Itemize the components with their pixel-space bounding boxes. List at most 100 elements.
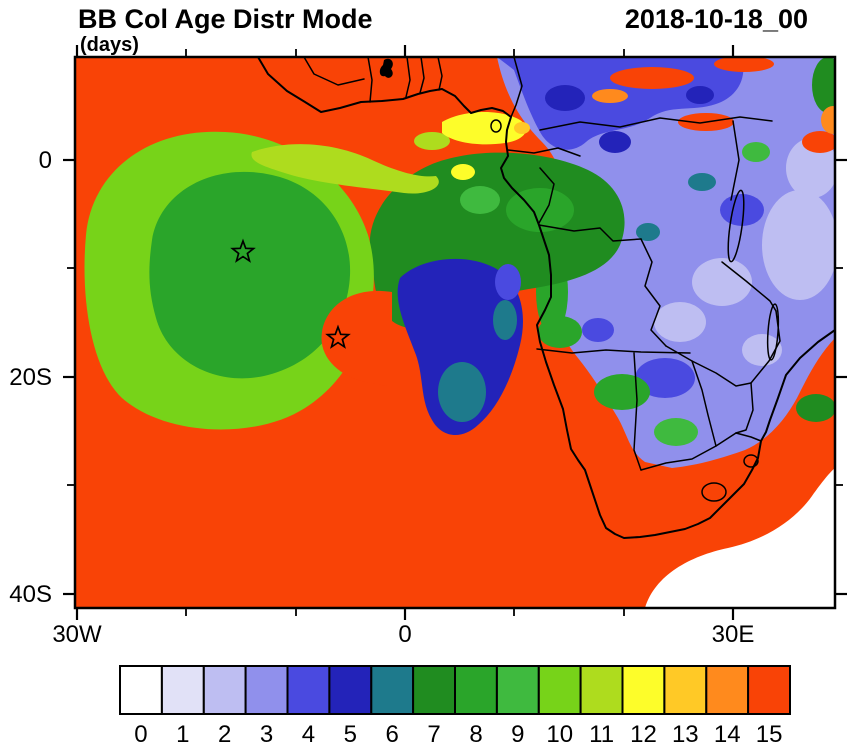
region-atlantic-crescent-core <box>149 171 351 379</box>
region-navy-patch <box>545 85 585 111</box>
region-lavender-patch <box>762 190 835 300</box>
colorbar-cell-3 <box>244 665 289 715</box>
region-orange-streak <box>592 89 628 103</box>
units-label: (days) <box>80 34 139 56</box>
colorbar-cell-14 <box>705 665 750 715</box>
region-blue-patch <box>582 318 614 342</box>
colorbar-label-11: 11 <box>589 721 614 748</box>
colorbar-label-9: 9 <box>511 721 524 748</box>
region-orange-streak <box>821 106 835 134</box>
region-chartreuse-streak <box>251 144 439 194</box>
colorbar-cell-5 <box>328 665 373 715</box>
region-gold-sliver <box>514 122 530 134</box>
colorbar-label-10: 10 <box>546 721 573 748</box>
country-border <box>665 345 752 387</box>
region-lavender-patch <box>692 258 752 306</box>
region-orange-streak <box>802 131 835 153</box>
colorbar-cell-1 <box>160 665 205 715</box>
region-green-patch <box>742 142 770 162</box>
country-border <box>640 432 737 471</box>
country-border <box>437 57 443 91</box>
colorbar-label-0: 0 <box>134 721 147 748</box>
lake-volta <box>379 58 393 78</box>
region-teal-patch <box>688 173 716 191</box>
star-marker-1 <box>230 238 256 263</box>
x-tick-label-30w: 30W <box>52 621 102 648</box>
country-border <box>538 167 555 224</box>
region-orange-streak <box>714 57 774 72</box>
country-border <box>536 348 691 354</box>
colorbar-label-12: 12 <box>630 721 657 748</box>
colorbar-cell-8 <box>454 665 498 715</box>
lake-tanganyika-outline <box>727 189 745 263</box>
x-tick-label-0: 0 <box>398 621 411 648</box>
axis-ticks <box>63 45 847 620</box>
region-green-patch <box>594 374 650 410</box>
timestamp-label: 2018-10-18_00 <box>625 4 808 34</box>
region-navy-patch <box>599 131 631 153</box>
colorbar-cell-4 <box>286 665 331 715</box>
colorbar-cell-0 <box>119 665 163 715</box>
x-tick-label-30e: 30E <box>712 621 755 648</box>
map-markers <box>230 238 351 349</box>
colorbar-label-2: 2 <box>218 721 231 748</box>
region-offshore-navy-blob <box>397 258 523 436</box>
lake-malawi-outline <box>766 303 780 361</box>
colorbar-cell-9 <box>495 665 540 715</box>
country-border <box>367 57 373 103</box>
africa-coastline <box>257 57 835 539</box>
region-teal-fringe <box>493 300 517 340</box>
country-border <box>730 120 740 201</box>
country-border <box>735 382 754 434</box>
colorbar-cell-6 <box>370 665 415 715</box>
star-marker-2 <box>325 324 351 349</box>
region-yellow-patch <box>451 164 475 180</box>
region-orange-tongue <box>321 290 392 386</box>
y-tick-label-0: 0 <box>39 147 52 174</box>
colorbar-cell-10 <box>537 665 582 715</box>
region-nodata-white <box>645 468 835 608</box>
colorbar-label-13: 13 <box>672 721 699 748</box>
axis-labels: 0 20S 40S 30W 0 30E <box>9 147 754 648</box>
bioko-island-outline <box>490 119 502 133</box>
region-orange-streak <box>610 67 694 89</box>
colorbar-label-6: 6 <box>386 721 399 748</box>
colorbar-label-7: 7 <box>427 721 440 748</box>
country-border <box>633 352 642 471</box>
colorbar-label-4: 4 <box>302 721 315 748</box>
country-border <box>419 57 425 94</box>
country-border <box>735 432 762 442</box>
region-teal-fringe <box>438 362 486 422</box>
map-regions <box>75 57 835 608</box>
region-green-patch <box>796 394 835 422</box>
colorbar-cell-2 <box>202 665 247 715</box>
colorbar-label-5: 5 <box>344 721 357 748</box>
colorbar-label-1: 1 <box>176 721 189 748</box>
region-green-patch <box>812 57 835 113</box>
region-green-patch <box>654 418 698 446</box>
region-lavender-patch <box>786 138 835 198</box>
colorbar-label-8: 8 <box>469 721 482 748</box>
colorbar-cell-15 <box>747 665 791 715</box>
colorbar-cell-11 <box>579 665 624 715</box>
country-border <box>507 147 581 157</box>
country-border <box>539 116 773 131</box>
colorbar-label-3: 3 <box>260 721 273 748</box>
country-border <box>640 238 667 347</box>
region-teal-patch <box>636 223 660 241</box>
colorbar-cell-7 <box>412 665 457 715</box>
eswatini-border <box>743 454 759 468</box>
colorbar-label-14: 14 <box>714 721 741 748</box>
lesotho-border <box>701 482 727 502</box>
country-border <box>405 57 411 98</box>
region-congo-green-spot <box>460 186 500 214</box>
map-frame <box>73 55 837 610</box>
region-yellow-coast <box>442 111 527 145</box>
colorbar-cell-12 <box>621 665 666 715</box>
country-border <box>691 360 717 447</box>
colorbar-label-15: 15 <box>756 721 783 748</box>
country-border <box>538 224 642 242</box>
y-tick-label-20s: 20S <box>9 364 52 391</box>
